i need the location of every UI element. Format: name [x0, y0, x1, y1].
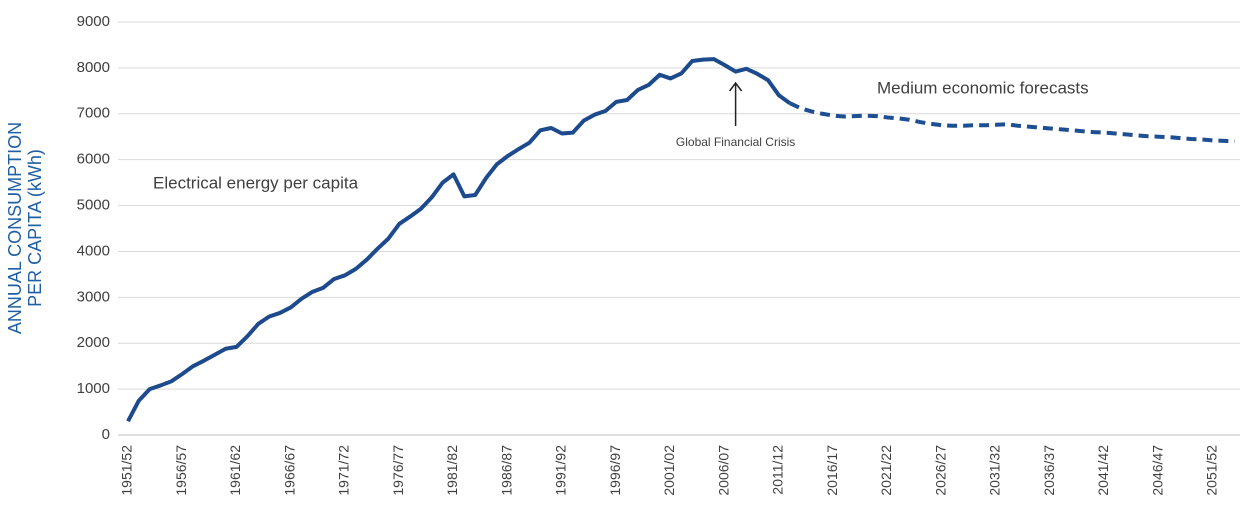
y-tick-label: 4000: [77, 242, 110, 259]
x-tick-label: 2046/47: [1149, 445, 1165, 496]
x-tick-label: 1981/82: [444, 445, 460, 496]
series-label: Medium economic forecasts: [877, 78, 1089, 97]
x-tick-label: 1961/62: [227, 445, 243, 496]
x-tick-label: 2011/12: [770, 445, 786, 495]
y-axis-title-line: ANNUAL CONSUMPTION: [5, 122, 25, 334]
y-tick-label: 0: [102, 426, 110, 443]
x-tick-label: 2021/22: [878, 445, 894, 496]
y-axis-title-line: PER CAPITA (kWh): [25, 149, 45, 307]
y-tick-label: 3000: [77, 288, 110, 305]
x-tick-label: 1986/87: [498, 445, 514, 496]
y-tick-label: 5000: [77, 197, 110, 214]
y-tick-label: 1000: [77, 380, 110, 397]
x-tick-label: 1996/97: [607, 445, 623, 496]
x-tick-label: 1966/67: [281, 445, 297, 496]
y-tick-label: 9000: [77, 13, 110, 30]
x-tick-label: 2026/27: [932, 445, 948, 496]
annotation: Global Financial Crisis: [676, 135, 795, 149]
y-tick-label: 6000: [77, 151, 110, 168]
series-line: [126, 57, 792, 423]
x-tick-label: 1991/92: [553, 445, 569, 496]
x-tick-label: 2001/02: [661, 445, 677, 496]
series-line: [789, 101, 1235, 144]
x-tick-label: 1971/72: [336, 445, 352, 496]
x-tick-label: 2041/42: [1095, 445, 1111, 496]
x-tick-label: 2016/17: [824, 445, 840, 496]
x-tick-label: 2031/32: [987, 445, 1003, 496]
y-tick-label: 2000: [77, 334, 110, 351]
x-tick-label: 2051/52: [1204, 445, 1220, 496]
x-tick-label: 1956/57: [173, 445, 189, 496]
y-tick-label: 7000: [77, 105, 110, 122]
annotation-arrowhead: [729, 81, 743, 92]
y-tick-label: 8000: [77, 59, 110, 76]
x-tick-label: 1976/77: [390, 445, 406, 496]
series-label: Electrical energy per capita: [153, 173, 359, 192]
x-tick-label: 2006/07: [715, 445, 731, 496]
x-tick-label: 2036/37: [1041, 445, 1057, 496]
x-tick-label: 1951/52: [119, 445, 135, 496]
y-axis-title: ANNUAL CONSUMPTION PER CAPITA (kWh): [5, 122, 45, 334]
